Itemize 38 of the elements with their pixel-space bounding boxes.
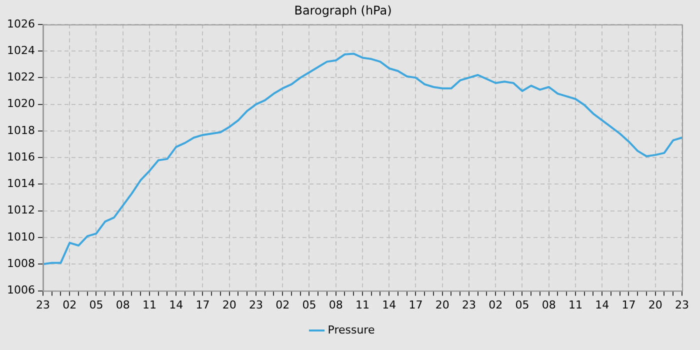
y-tick-label: 1016 <box>6 150 35 164</box>
x-tick-label: 23 <box>36 298 50 312</box>
y-tick-label: 1018 <box>6 124 35 137</box>
x-tick-label: 08 <box>328 298 343 312</box>
x-tick-label: 20 <box>435 298 450 312</box>
x-tick-label: 08 <box>116 298 130 312</box>
x-tick-label: 05 <box>89 298 104 312</box>
x-tick-label: 05 <box>302 298 316 312</box>
x-tick-label: 05 <box>515 298 530 312</box>
x-tick-label: 23 <box>675 298 689 312</box>
y-tick-label: 1006 <box>6 284 35 297</box>
y-tick-label: 1022 <box>6 70 35 84</box>
x-tick-label: 20 <box>648 298 662 312</box>
x-tick-label: 02 <box>276 298 290 312</box>
y-tick-label: 1024 <box>6 44 35 57</box>
x-tick-label: 17 <box>408 298 423 312</box>
x-tick-label: 02 <box>62 298 77 312</box>
x-tick-label: 17 <box>622 298 636 312</box>
y-tick-label: 1008 <box>6 257 35 270</box>
legend-label: Pressure <box>328 323 375 336</box>
x-tick-label: 17 <box>196 298 210 312</box>
x-tick-label: 14 <box>595 298 610 312</box>
y-tick-label: 1020 <box>6 97 35 110</box>
x-tick-label: 02 <box>488 298 503 312</box>
x-tick-label: 23 <box>248 298 263 312</box>
y-tick-label: 1010 <box>6 230 35 244</box>
y-tick-label: 1012 <box>6 204 35 217</box>
x-tick-label: 14 <box>382 298 396 312</box>
y-tick-label: 1026 <box>6 17 35 30</box>
x-tick-label: 11 <box>568 298 582 312</box>
chart-title: Barograph (hPa) <box>294 3 392 18</box>
x-tick-label: 08 <box>542 298 556 312</box>
x-tick-label: 20 <box>222 298 236 312</box>
x-tick-label: 23 <box>462 298 476 312</box>
x-tick-label: 14 <box>169 298 184 312</box>
y-tick-label: 1014 <box>6 177 35 190</box>
x-tick-label: 11 <box>355 298 370 312</box>
x-tick-label: 11 <box>142 298 156 312</box>
